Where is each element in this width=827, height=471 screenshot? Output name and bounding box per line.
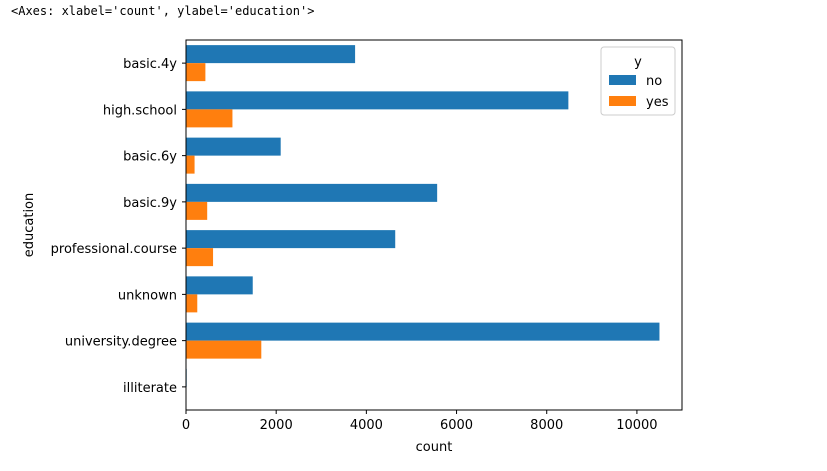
axes-repr-text: <Axes: xlabel='count', ylabel='education… <box>11 4 315 18</box>
y-tick-label-university-degree: university.degree <box>65 335 177 350</box>
y-tick-label-basic-4y: basic.4y <box>123 57 177 72</box>
x-tick-label-6000: 6000 <box>440 418 473 433</box>
bar-high-school-no <box>186 91 569 110</box>
bar-basic-6y-no <box>186 137 281 156</box>
bar-university-degree-no <box>186 322 660 341</box>
bar-professional-course-yes <box>186 248 214 267</box>
x-axis-label: count <box>416 440 453 455</box>
bar-high-school-yes <box>186 109 233 128</box>
bar-professional-course-no <box>186 230 396 249</box>
bar-basic-9y-no <box>186 183 438 202</box>
y-tick-label-high-school: high.school <box>103 103 177 118</box>
legend-label-no: no <box>646 74 662 89</box>
bar-university-degree-yes <box>186 340 262 359</box>
x-tick-label-2000: 2000 <box>260 418 293 433</box>
bar-basic-4y-yes <box>186 63 206 82</box>
legend-label-yes: yes <box>646 95 669 110</box>
bars-group <box>186 45 660 405</box>
legend-title: y <box>634 55 642 70</box>
x-tick-label-8000: 8000 <box>530 418 563 433</box>
y-tick-label-professional-course: professional.course <box>51 242 177 257</box>
y-axis-label: education <box>22 193 37 258</box>
legend: y no yes <box>600 46 676 116</box>
x-tick-label-10000: 10000 <box>616 418 657 433</box>
bar-basic-6y-yes <box>186 155 195 174</box>
x-tick-label-0: 0 <box>182 418 190 433</box>
y-axis-ticks: basic.4y high.school basic.6y basic.9y profe… <box>51 57 186 396</box>
legend-swatch-yes <box>609 96 636 106</box>
y-tick-label-illiterate: illiterate <box>123 381 177 396</box>
legend-swatch-no <box>609 75 636 85</box>
bar-basic-4y-no <box>186 45 356 64</box>
y-tick-label-basic-6y: basic.6y <box>123 150 177 165</box>
x-axis-ticks: 0 2000 4000 6000 8000 10000 <box>182 410 658 433</box>
y-tick-label-unknown: unknown <box>118 288 177 303</box>
x-tick-label-4000: 4000 <box>350 418 383 433</box>
bar-unknown-yes <box>186 294 198 313</box>
y-tick-label-basic-9y: basic.9y <box>123 196 177 211</box>
plot-frame <box>185 39 683 411</box>
bar-basic-9y-yes <box>186 201 208 220</box>
bar-unknown-no <box>186 276 253 295</box>
